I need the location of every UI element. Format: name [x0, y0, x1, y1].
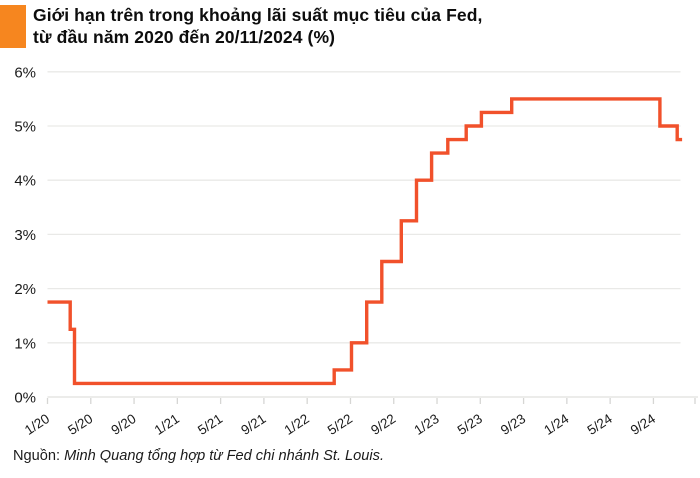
y-tick-label-3%: 3% [14, 227, 36, 244]
x-tick-label-1/21: 1/21 [152, 411, 182, 438]
x-tick-label-1/20: 1/20 [22, 411, 52, 438]
chart-title-line1: Giới hạn trên trong khoảng lãi suất mục … [33, 5, 483, 25]
x-tick-label-1/24: 1/24 [541, 411, 572, 438]
x-tick-label-5/22: 5/22 [325, 411, 355, 438]
chart-title-line2: từ đầu năm 2020 đến 20/11/2024 (%) [33, 27, 336, 47]
x-tick-label-9/24: 9/24 [628, 411, 659, 438]
x-tick-label-5/24: 5/24 [585, 411, 616, 438]
x-tick-label-9/23: 9/23 [498, 411, 528, 438]
rate-step-line [47, 97, 683, 386]
source-text: Minh Quang tổng hợp từ Fed chi nhánh St.… [64, 448, 384, 464]
source-prefix-label: Nguồn: [13, 448, 61, 464]
x-tick-label-1/22: 1/22 [282, 411, 312, 438]
accent-square [0, 5, 26, 48]
x-tick-label-5/21: 5/21 [195, 411, 225, 438]
y-tick-label-4%: 4% [14, 173, 36, 190]
chart-title: Giới hạn trên trong khoảng lãi suất mục … [33, 4, 482, 48]
y-tick-label-6%: 6% [14, 64, 36, 81]
x-tick-label-9/22: 9/22 [368, 411, 398, 438]
x-tick-label-9/21: 9/21 [238, 411, 268, 438]
y-tick-label-2%: 2% [14, 281, 36, 298]
y-tick-label-5%: 5% [14, 119, 36, 136]
fed-rate-chart: 0% 1% 2% 3% 4% 5% 6% 1/20 5/20 9/20 1/21 5/21 9/21 1/… [14, 64, 698, 438]
source-note: Nguồn: Minh Quang tổng hợp từ Fed chi nh… [13, 448, 384, 464]
x-tick-label-5/23: 5/23 [455, 411, 485, 438]
y-tick-label-0%: 0% [14, 390, 36, 407]
y-tick-label-1%: 1% [14, 335, 36, 352]
x-tick-label-9/20: 9/20 [108, 411, 138, 438]
chart-header: Giới hạn trên trong khoảng lãi suất mục … [0, 0, 700, 56]
x-tick-label-1/23: 1/23 [411, 411, 441, 438]
x-tick-label-5/20: 5/20 [65, 411, 95, 438]
